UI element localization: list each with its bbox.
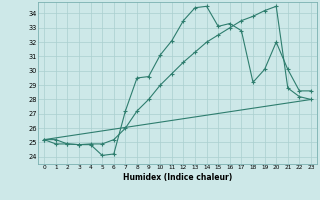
X-axis label: Humidex (Indice chaleur): Humidex (Indice chaleur) [123,173,232,182]
